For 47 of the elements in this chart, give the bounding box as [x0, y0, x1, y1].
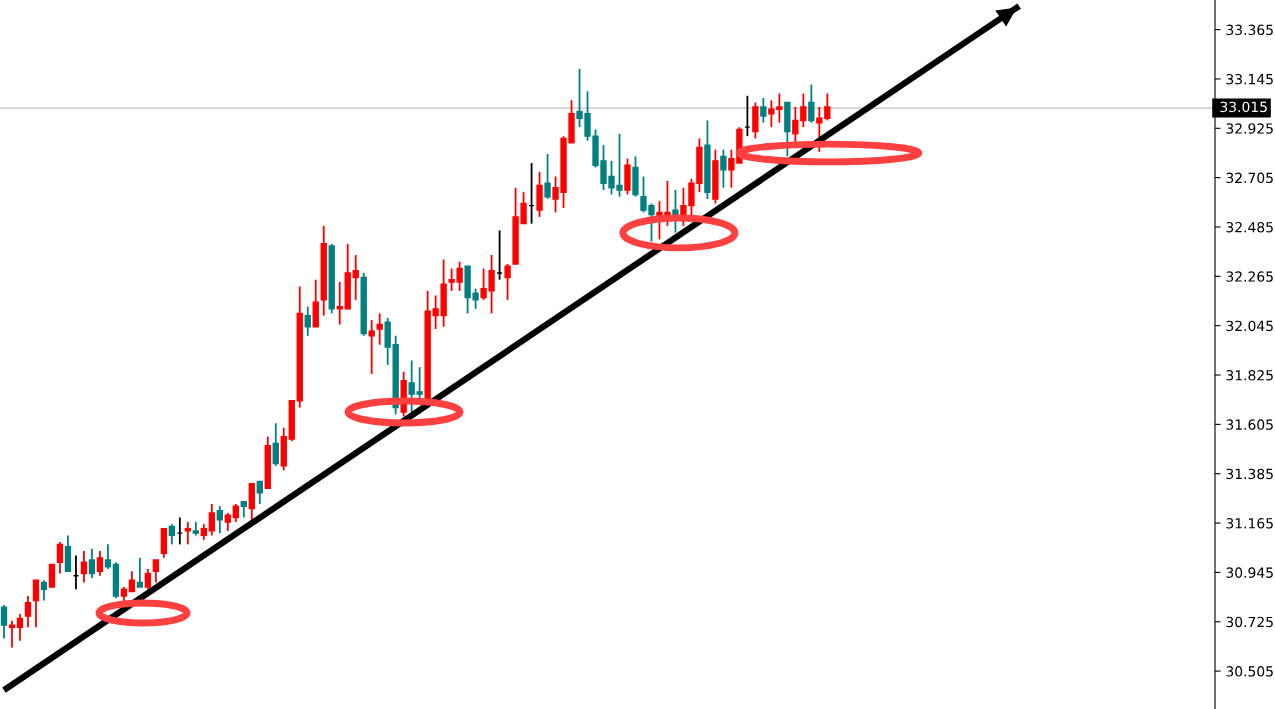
y-tick-label: 32.265: [1226, 271, 1273, 282]
candlestick: [0, 604, 8, 640]
y-tick-label: 30.725: [1226, 616, 1273, 628]
candlestick: [56, 541, 64, 575]
candlestick: [40, 579, 48, 602]
candlestick: [352, 254, 359, 301]
candlestick: [144, 568, 152, 591]
candlestick: [80, 550, 88, 584]
candlestick: [88, 547, 96, 579]
candlestick: [504, 263, 511, 301]
candlestick: [48, 563, 56, 588]
y-tick-label: 31.385: [1226, 468, 1273, 480]
y-tick-label: 33.365: [1226, 24, 1273, 36]
candlestick: [720, 148, 727, 189]
candlestick: [216, 505, 223, 535]
candlestick: [808, 83, 815, 124]
candlestick: [32, 579, 40, 629]
candlestick: [128, 570, 136, 593]
y-tick-label: 32.925: [1226, 123, 1273, 134]
candlestick: [96, 550, 104, 577]
candlestick: [376, 312, 383, 346]
candlestick: [336, 281, 343, 326]
candlestick: [824, 92, 831, 122]
candlestick: [104, 543, 112, 570]
candlestick: [152, 559, 160, 584]
y-tick-label: 31.165: [1226, 518, 1273, 529]
candlestick: [8, 619, 16, 649]
candlestick: [760, 97, 767, 124]
candlestick: [136, 556, 144, 588]
candlestick: [544, 153, 551, 200]
y-tick-label: 30.505: [1226, 666, 1273, 677]
y-tick-label: 32.705: [1226, 172, 1273, 184]
candlestick: [24, 595, 32, 629]
y-tick-label: 32.045: [1226, 320, 1273, 332]
y-tick-label: 31.825: [1226, 369, 1273, 381]
y-tick-label: 31.605: [1226, 419, 1273, 430]
candlestick: [168, 523, 176, 546]
y-tick-label: 30.945: [1226, 567, 1273, 578]
y-tick-label: 32.485: [1226, 221, 1273, 233]
candlestick: [208, 503, 215, 537]
ref-line-label: 33.015: [1220, 101, 1267, 113]
candlestick: [304, 305, 311, 337]
candlestick: [272, 422, 279, 467]
candlestick: [16, 612, 24, 642]
candlestick: [184, 521, 192, 546]
candlestick: [256, 480, 263, 505]
y-tick-label: 33.145: [1226, 73, 1273, 85]
